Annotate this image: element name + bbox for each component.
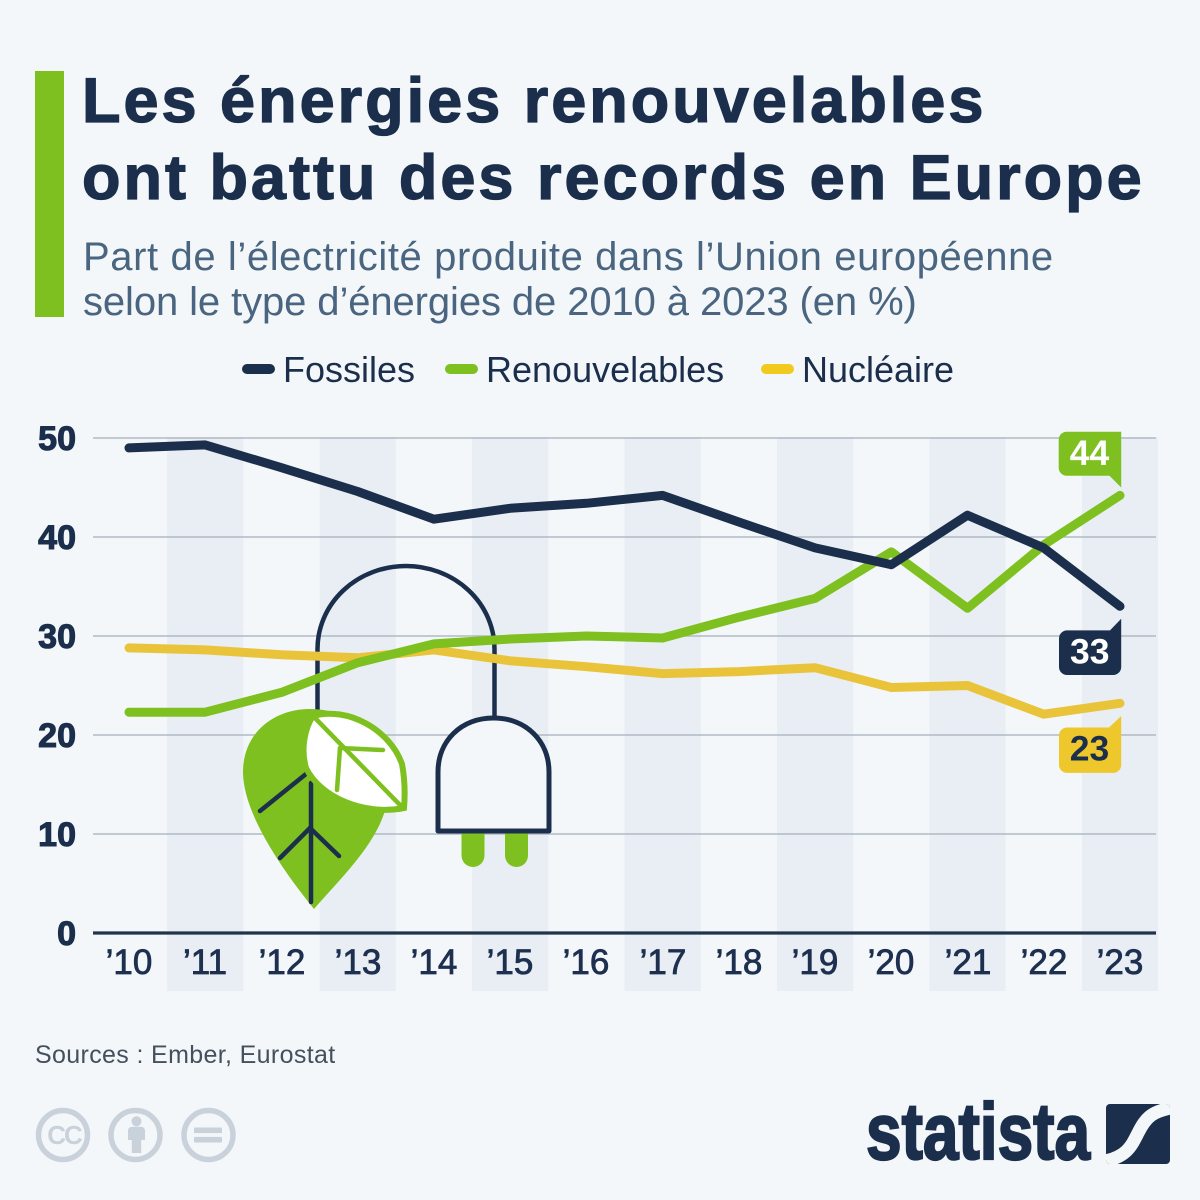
svg-text:23: 23 [1070, 729, 1110, 769]
svg-text:40: 40 [38, 519, 76, 557]
svg-text:Nucléaire: Nucléaire [802, 349, 954, 390]
svg-text:statista: statista [866, 1087, 1091, 1176]
svg-text:Part de l’électricité produite: Part de l’électricité produite dans l’Un… [83, 235, 1054, 279]
svg-text:’20: ’20 [868, 943, 915, 982]
svg-text:’12: ’12 [259, 943, 306, 982]
svg-text:’11: ’11 [183, 943, 227, 982]
svg-text:’21: ’21 [945, 943, 992, 982]
svg-text:’16: ’16 [563, 943, 610, 982]
svg-text:10: 10 [38, 816, 76, 854]
svg-text:’19: ’19 [792, 943, 839, 982]
svg-text:Sources : Ember, Eurostat: Sources : Ember, Eurostat [35, 1041, 336, 1069]
svg-text:50: 50 [38, 420, 76, 458]
svg-text:selon le type d’énergies de 20: selon le type d’énergies de 2010 à 2023 … [83, 280, 917, 324]
svg-text:’15: ’15 [487, 943, 534, 982]
svg-text:ont battu des records en Europ: ont battu des records en Europe [82, 143, 1145, 213]
svg-text:’14: ’14 [411, 943, 458, 982]
svg-text:’18: ’18 [716, 943, 763, 982]
svg-text:CC: CC [47, 1120, 83, 1150]
svg-text:0: 0 [57, 915, 76, 953]
svg-text:Les énergies renouvelables: Les énergies renouvelables [82, 66, 986, 136]
svg-text:44: 44 [1070, 433, 1110, 473]
svg-text:’22: ’22 [1021, 943, 1068, 982]
svg-text:’10: ’10 [106, 943, 153, 982]
svg-text:33: 33 [1070, 631, 1110, 671]
svg-text:30: 30 [38, 618, 76, 656]
svg-text:’13: ’13 [335, 943, 382, 982]
svg-text:Fossiles: Fossiles [283, 349, 415, 390]
svg-text:’17: ’17 [640, 943, 687, 982]
svg-text:’23: ’23 [1097, 943, 1144, 982]
svg-text:Renouvelables: Renouvelables [486, 349, 724, 390]
svg-text:20: 20 [38, 717, 76, 755]
